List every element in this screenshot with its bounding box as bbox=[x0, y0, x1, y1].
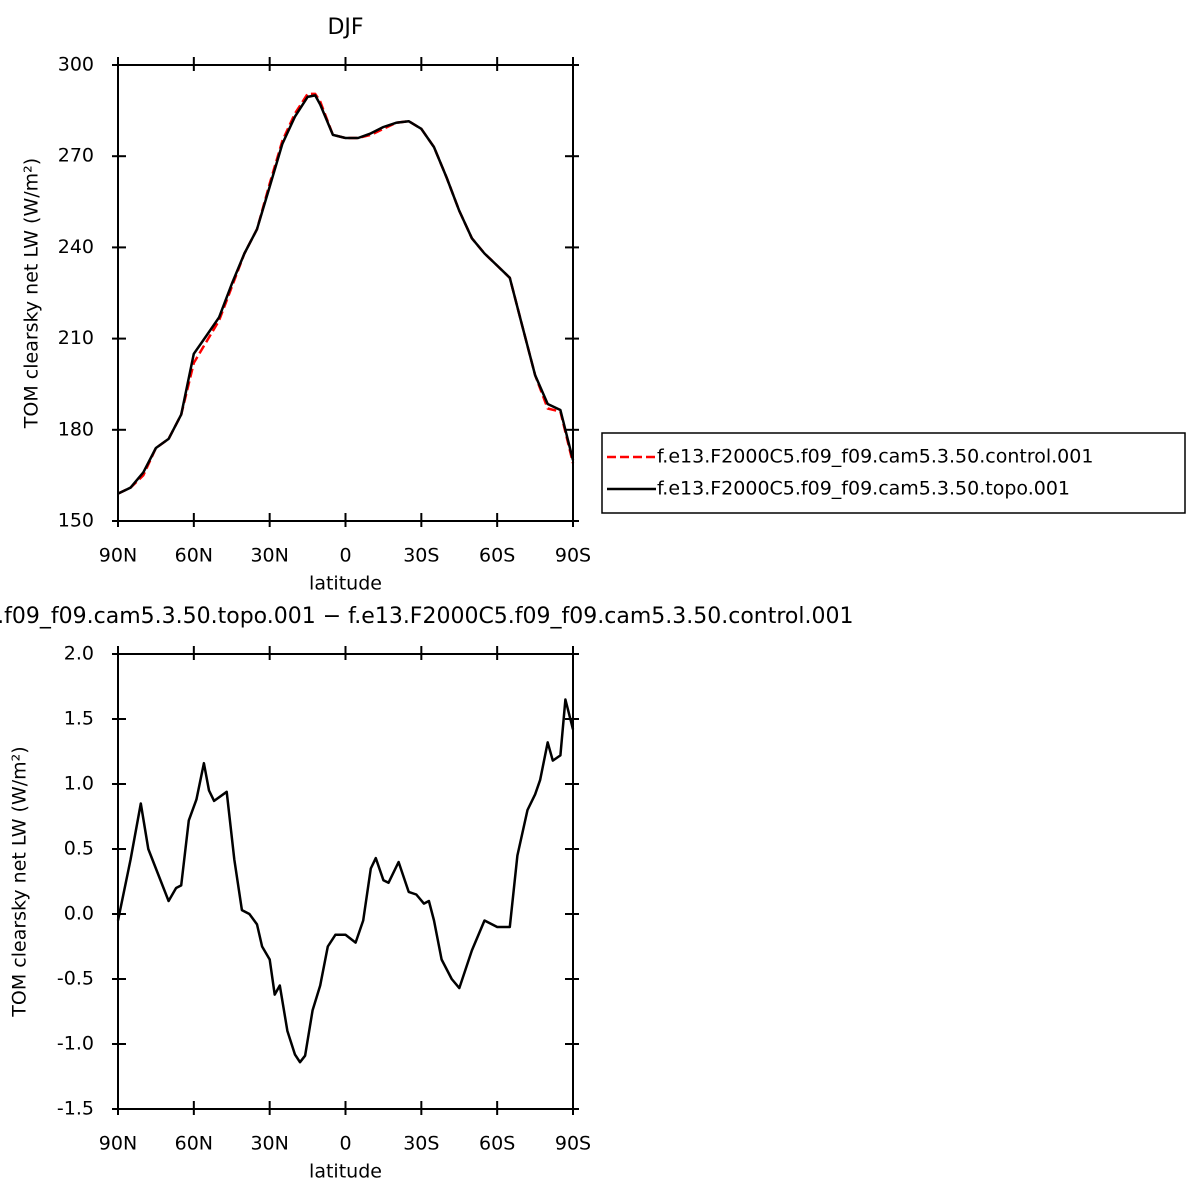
y-axis-label: TOM clearsky net LW (W/m²) bbox=[21, 158, 43, 429]
legend-label: f.e13.F2000C5.f09_f09.cam5.3.50.control.… bbox=[657, 446, 1093, 468]
y-axis-label: TOM clearsky net LW (W/m²) bbox=[9, 746, 31, 1017]
legend-label: f.e13.F2000C5.f09_f09.cam5.3.50.topo.001 bbox=[657, 478, 1070, 500]
x-axis-label: latitude bbox=[309, 573, 382, 595]
data-line bbox=[117, 92, 575, 495]
x-tick-label: 90N bbox=[99, 545, 137, 567]
y-tick-label: -0.5 bbox=[57, 968, 94, 990]
y-tick-label: 300 bbox=[58, 54, 94, 76]
y-tick-label: 2.0 bbox=[64, 643, 94, 665]
y-tick-label: 210 bbox=[58, 327, 94, 349]
y-tick-label: 1.0 bbox=[64, 773, 94, 795]
data-line bbox=[116, 698, 575, 1064]
y-tick-label: 0.0 bbox=[64, 903, 94, 925]
chart-title: f.e13.F2000C5.f09_f09.cam5.3.50.topo.001… bbox=[0, 604, 853, 629]
x-tick-label: 90N bbox=[99, 1133, 137, 1155]
x-tick-label: 60S bbox=[479, 545, 515, 567]
y-tick-label: -1.5 bbox=[57, 1098, 94, 1120]
y-tick-label: -1.0 bbox=[57, 1033, 94, 1055]
plot-frame bbox=[117, 653, 574, 1110]
chart-title: DJF bbox=[327, 15, 363, 40]
x-tick-label: 60S bbox=[479, 1133, 515, 1155]
x-tick-label: 90S bbox=[555, 545, 591, 567]
x-tick-label: 60N bbox=[175, 1133, 213, 1155]
data-line bbox=[117, 94, 575, 495]
y-tick-label: 240 bbox=[58, 236, 94, 258]
x-tick-label: 30S bbox=[403, 545, 439, 567]
plot-frame bbox=[117, 64, 574, 522]
x-tick-label: 30N bbox=[250, 1133, 288, 1155]
y-tick-label: 270 bbox=[58, 145, 94, 167]
x-tick-label: 60N bbox=[175, 545, 213, 567]
x-tick-label: 90S bbox=[555, 1133, 591, 1155]
y-tick-label: 150 bbox=[58, 510, 94, 532]
legend-box bbox=[601, 432, 1186, 514]
y-tick-label: 1.5 bbox=[64, 708, 94, 730]
x-tick-label: 0 bbox=[339, 1133, 351, 1155]
x-tick-label: 30S bbox=[403, 1133, 439, 1155]
x-tick-label: 0 bbox=[339, 545, 351, 567]
x-axis-label: latitude bbox=[309, 1161, 382, 1183]
x-tick-label: 30N bbox=[250, 545, 288, 567]
y-tick-label: 180 bbox=[58, 418, 94, 440]
y-tick-label: 0.5 bbox=[64, 838, 94, 860]
